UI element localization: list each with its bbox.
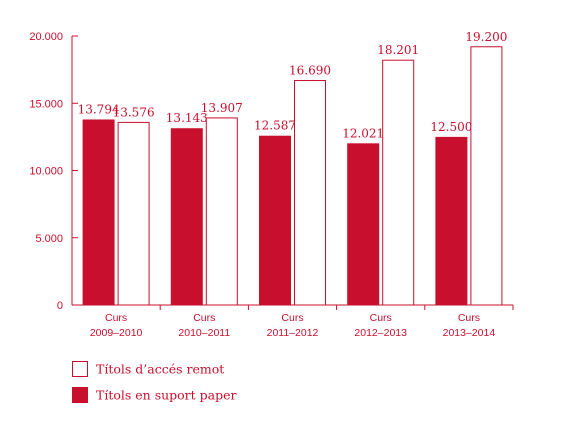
- data-label: 13.794: [78, 102, 120, 116]
- bar-remote: [294, 80, 326, 306]
- legend-label: Títols en suport paper: [96, 388, 237, 403]
- x-category-label: Curs: [281, 312, 303, 324]
- x-category-label: Curs: [458, 312, 480, 324]
- bar-remote: [470, 46, 503, 306]
- x-category-label: Curs: [193, 312, 215, 324]
- data-label: 12.021: [342, 126, 384, 140]
- data-label: 13.907: [201, 101, 243, 115]
- data-label: 13.576: [113, 105, 155, 119]
- y-tick-label: 20.000: [29, 31, 63, 43]
- bar-paper: [435, 136, 468, 305]
- data-label: 18.201: [377, 43, 419, 57]
- x-category-label: Curs: [105, 312, 127, 324]
- y-tick-label: 15.000: [29, 98, 63, 110]
- bar-paper: [82, 119, 115, 305]
- legend-swatch-remote: [72, 361, 88, 377]
- data-label: 16.690: [289, 64, 331, 78]
- x-category-label: 2010–2011: [178, 327, 230, 339]
- x-category-label: 2011–2012: [267, 327, 319, 339]
- data-label: 13.143: [166, 111, 208, 125]
- y-tick-label: 5.000: [35, 233, 63, 245]
- bar-paper: [259, 135, 291, 305]
- bar-remote: [205, 117, 238, 306]
- y-tick-label: 0: [57, 300, 63, 312]
- x-category-label: 2012–2013: [354, 327, 407, 339]
- legend-swatch-paper: [72, 387, 88, 403]
- y-tick-label: 10.000: [29, 166, 63, 178]
- x-category-label: 2013–2014: [443, 327, 496, 339]
- bar-remote: [117, 121, 150, 306]
- legend-label: Títols d’accés remot: [96, 362, 224, 377]
- x-category-label: Curs: [370, 312, 392, 324]
- bar-remote: [382, 59, 415, 306]
- bar-paper: [347, 143, 380, 305]
- bar-paper: [170, 128, 203, 305]
- data-label: 12.500: [430, 120, 472, 134]
- data-label: 19.200: [465, 30, 507, 44]
- x-category-label: 2009–2010: [90, 327, 143, 339]
- data-label: 12.587: [254, 119, 296, 133]
